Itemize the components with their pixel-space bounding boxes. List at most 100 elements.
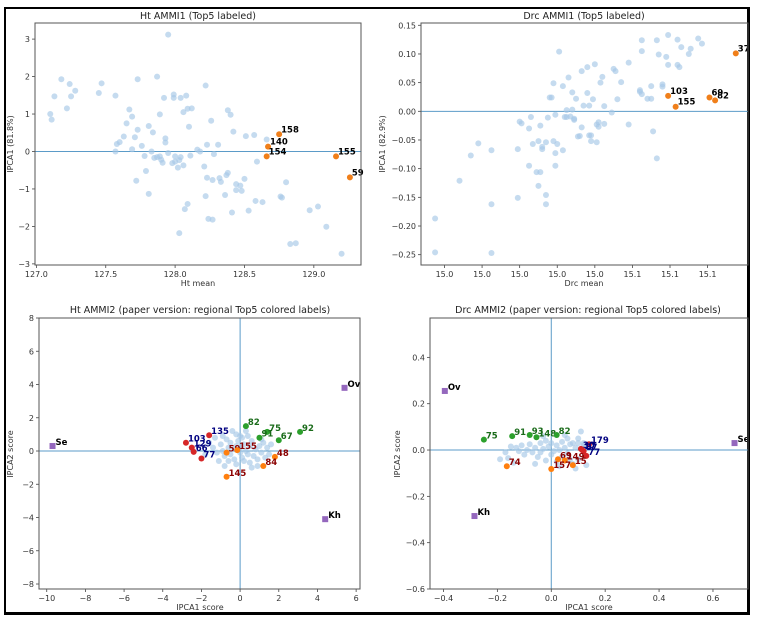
genotype-point bbox=[559, 83, 566, 90]
top-genotype-point bbox=[242, 423, 249, 430]
genotype-point bbox=[576, 132, 583, 139]
genotype-point bbox=[535, 182, 542, 189]
x-tick-label: 15.0 bbox=[436, 270, 454, 279]
y-tick-label: 4 bbox=[29, 381, 34, 390]
top-genotype-point bbox=[223, 473, 230, 480]
genotype-point bbox=[432, 215, 439, 222]
top-genotype-point bbox=[553, 431, 560, 438]
genotype-point bbox=[569, 440, 576, 447]
top-genotype-point bbox=[509, 433, 516, 440]
genotype-point bbox=[650, 128, 657, 135]
genotype-point bbox=[432, 249, 439, 256]
genotype-point bbox=[177, 154, 184, 161]
genotype-point bbox=[156, 111, 163, 118]
genotype-point bbox=[237, 182, 244, 189]
genotype-point bbox=[241, 175, 248, 182]
genotype-point bbox=[240, 457, 247, 464]
genotype-point bbox=[584, 64, 591, 71]
genotype-point bbox=[306, 207, 313, 214]
genotype-point bbox=[154, 73, 161, 80]
genotype-point bbox=[554, 141, 561, 147]
genotype-point bbox=[197, 148, 204, 155]
x-tick-label: 6 bbox=[354, 594, 359, 603]
genotype-point bbox=[219, 433, 226, 440]
highlight-label: 158 bbox=[281, 125, 299, 135]
highlight-label: 37 bbox=[738, 44, 750, 54]
genotype-point bbox=[597, 79, 604, 86]
genotype-point bbox=[98, 80, 105, 87]
environment-marker bbox=[731, 440, 738, 447]
top-genotype-point bbox=[586, 441, 592, 448]
panel-ht-ammi1: Ht AMMI1 (Top5 labeled) Ht mean IPCA1 (8… bbox=[6, 11, 364, 288]
genotype-point bbox=[655, 51, 662, 58]
genotype-point bbox=[202, 193, 209, 200]
genotype-point bbox=[556, 447, 563, 454]
genotype-point bbox=[552, 150, 559, 157]
genotype-point bbox=[217, 441, 224, 448]
axes-frame bbox=[38, 317, 361, 590]
genotype-point bbox=[227, 439, 234, 446]
genotype-point bbox=[518, 442, 525, 449]
top-genotype-label: 66 bbox=[196, 444, 208, 454]
panel-title: Ht AMMI1 (Top5 labeled) bbox=[140, 11, 256, 22]
environment-label: Se bbox=[56, 438, 68, 448]
genotype-point bbox=[569, 89, 576, 96]
top-genotype-label: 148 bbox=[538, 429, 556, 439]
genotype-point bbox=[572, 444, 579, 451]
genotype-point bbox=[578, 124, 585, 131]
genotype-point bbox=[529, 449, 536, 456]
genotype-point bbox=[488, 249, 495, 256]
genotype-point bbox=[550, 80, 557, 87]
x-tick-label: −10 bbox=[38, 594, 55, 603]
genotype-point bbox=[323, 223, 330, 230]
highlight-point bbox=[265, 143, 272, 150]
genotype-point bbox=[233, 461, 240, 468]
genotype-point bbox=[48, 116, 55, 123]
y-tick-label: 1 bbox=[25, 110, 30, 119]
genotype-point bbox=[120, 133, 127, 140]
top-genotype-label: 93 bbox=[532, 427, 544, 437]
genotype-point bbox=[614, 96, 621, 103]
genotype-point bbox=[601, 120, 608, 127]
top-genotype-point bbox=[533, 434, 540, 441]
top-genotype-point bbox=[583, 452, 590, 459]
genotype-point bbox=[663, 53, 670, 60]
genotype-point bbox=[66, 81, 73, 88]
top-genotype-label: 149 bbox=[567, 452, 585, 462]
genotype-point bbox=[123, 120, 130, 127]
y-tick-label: −6 bbox=[22, 547, 34, 556]
genotype-point bbox=[134, 76, 141, 83]
genotype-point bbox=[653, 37, 660, 44]
genotype-point bbox=[578, 68, 585, 75]
genotype-point bbox=[222, 191, 229, 198]
genotype-point bbox=[553, 442, 560, 449]
y-tick-label: −4 bbox=[22, 514, 34, 523]
genotype-point bbox=[254, 456, 261, 463]
top-genotype-point bbox=[526, 431, 533, 438]
genotype-point bbox=[129, 113, 136, 120]
genotype-point bbox=[526, 125, 533, 132]
genotype-point bbox=[230, 128, 237, 135]
genotype-point bbox=[659, 81, 666, 88]
genotype-point bbox=[141, 152, 148, 159]
genotype-point bbox=[51, 93, 58, 100]
genotype-point bbox=[676, 64, 683, 71]
highlight-label: 140 bbox=[270, 138, 288, 148]
top-genotype-point bbox=[264, 428, 271, 435]
panel-title: Drc AMMI1 (Top5 labeled) bbox=[523, 11, 644, 22]
genotype-point bbox=[253, 158, 260, 165]
y-axis-label: IPCA1 (82.9%) bbox=[378, 115, 387, 173]
genotype-point bbox=[467, 152, 474, 159]
top-genotype-label: 103 bbox=[188, 435, 206, 445]
genotype-point bbox=[72, 87, 79, 94]
x-tick-label: 0.4 bbox=[653, 594, 666, 603]
genotype-point bbox=[532, 460, 539, 467]
environment-label: Ov bbox=[348, 380, 361, 390]
genotype-point bbox=[201, 163, 208, 170]
top-genotype-point bbox=[555, 456, 562, 463]
y-tick-label: −0.2 bbox=[406, 492, 425, 501]
genotype-point bbox=[162, 139, 169, 146]
y-tick-label: −0.10 bbox=[391, 165, 416, 174]
genotype-point bbox=[539, 146, 546, 153]
genotype-point bbox=[552, 111, 559, 118]
